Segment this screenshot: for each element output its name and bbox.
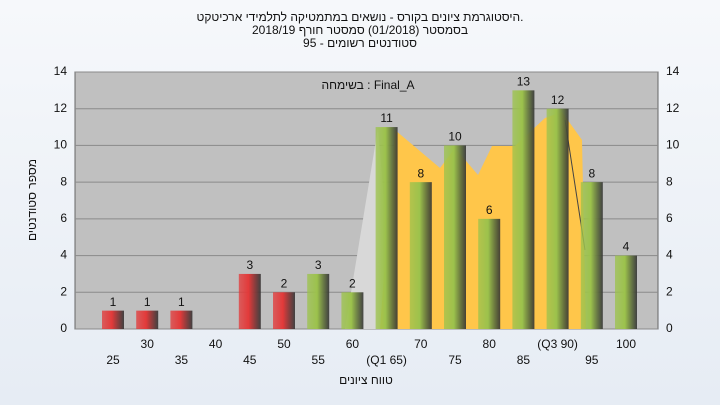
y-tick-label: 8: [666, 174, 673, 188]
x-tick-label: 95: [585, 353, 599, 367]
title: בסמסטר (01/2018) סמסטר חורף 2018/19: [252, 23, 468, 37]
y-tick-label: 0: [666, 321, 673, 335]
x-tick-label: 25: [106, 353, 120, 367]
value-label: 4: [623, 240, 630, 254]
bar: [170, 310, 193, 329]
y-axis-label: מספר סטודנטים: [25, 159, 39, 241]
x-tick-label: 85: [517, 353, 531, 367]
value-label: 10: [448, 130, 462, 144]
y-tick-label: 12: [54, 101, 68, 115]
bar: [615, 255, 637, 329]
x-tick-label: 70: [414, 337, 428, 351]
value-label: 6: [486, 203, 493, 217]
value-label: 13: [517, 75, 531, 89]
bar: [546, 108, 569, 329]
y-tick-label: 10: [54, 138, 68, 152]
y-tick-label: 0: [60, 321, 67, 335]
x-tick-label: 75: [448, 353, 462, 367]
bar: [136, 310, 159, 329]
bar: [341, 292, 364, 329]
bar: [375, 127, 398, 329]
x-tick-label: 50: [277, 337, 291, 351]
x-axis-label: טווח ציונים: [339, 373, 393, 387]
value-label: 1: [178, 295, 185, 309]
y-tick-label: 4: [666, 248, 673, 262]
value-label: 8: [588, 166, 595, 180]
bar: [307, 273, 330, 329]
y-tick-label: 2: [60, 284, 67, 298]
y-tick-label: 8: [60, 174, 67, 188]
value-label: 3: [246, 258, 253, 272]
y-tick-label: 14: [54, 64, 68, 78]
y-tick-label: 10: [666, 138, 680, 152]
x-tick-label: 100: [616, 337, 636, 351]
bar: [238, 273, 261, 329]
x-tick-label: 35: [175, 353, 189, 367]
x-tick-label: 55: [312, 353, 326, 367]
x-tick-label: 60: [346, 337, 360, 351]
bar: [102, 310, 124, 329]
y-tick-label: 6: [666, 211, 673, 225]
x-tick-label: 40: [209, 337, 223, 351]
value-label: 1: [144, 295, 151, 309]
bar: [580, 182, 603, 329]
x-tick-label: 30: [141, 337, 155, 351]
y-tick-label: 4: [60, 248, 67, 262]
x-tick-label: 45: [243, 353, 257, 367]
title: סטודנטים רשומים - 95: [303, 36, 417, 50]
x-tick-label: (Q3 90): [537, 337, 578, 351]
bar: [409, 182, 432, 329]
value-label: 3: [315, 258, 322, 272]
x-tick-label: 80: [483, 337, 497, 351]
value-label: 1: [110, 295, 117, 309]
title: היסטוגרמת ציונים בקורס - נושאים במתמטיקה…: [196, 10, 523, 24]
y-tick-label: 12: [666, 101, 680, 115]
value-label: 8: [417, 166, 424, 180]
y-tick-label: 2: [666, 284, 673, 298]
bar: [512, 90, 535, 329]
y-tick-label: 14: [666, 64, 680, 78]
bar: [478, 218, 501, 329]
bar: [273, 292, 295, 329]
value-label: 12: [551, 93, 565, 107]
x-tick-label: (Q1 65): [366, 353, 407, 367]
y-tick-label: 6: [60, 211, 67, 225]
value-label: 2: [281, 276, 288, 290]
value-label: 2: [349, 276, 356, 290]
value-label: 11: [380, 111, 393, 125]
annotation: בשימחה : Final_A: [321, 78, 414, 92]
bar: [444, 145, 466, 329]
